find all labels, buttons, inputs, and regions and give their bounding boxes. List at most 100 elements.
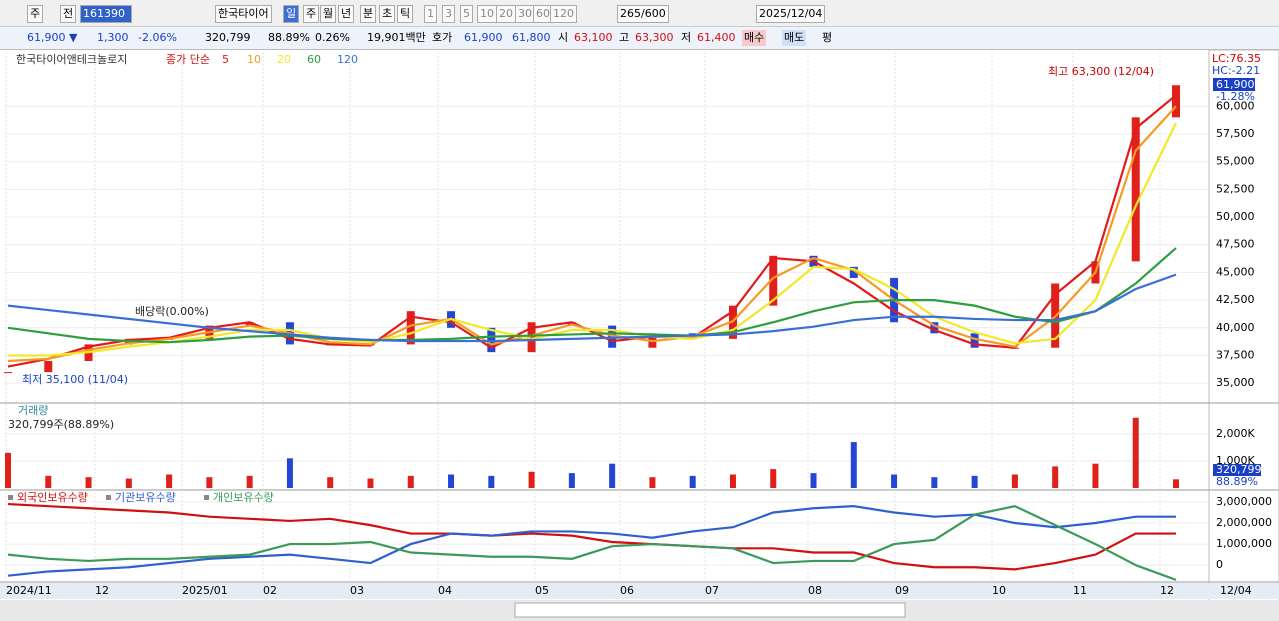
volume-bar (327, 477, 334, 488)
y-tick-label: 42,500 (1216, 293, 1255, 306)
toolbar-button[interactable]: 전 (60, 5, 77, 23)
toolbar-button[interactable]: 한국타이어 (215, 5, 272, 23)
toolbar-button[interactable]: 120 (550, 5, 577, 23)
series-line (7, 505, 1177, 581)
x-tick-label: 07 (705, 584, 719, 597)
volume-bar (85, 477, 92, 488)
toolbar-button[interactable]: 5 (460, 5, 473, 23)
toolbar-button[interactable]: 2025/12/04 (756, 5, 826, 23)
scroll-thumb[interactable] (514, 602, 906, 618)
y-tick-label: 2,000K (1216, 427, 1255, 440)
x-tick-label: 08 (808, 584, 822, 597)
annotation: 최고 63,300 (12/04) (1048, 65, 1154, 78)
volume-bar (1092, 463, 1099, 488)
annotation: 배당락(0.00%) (135, 305, 209, 318)
toolbar-button[interactable]: 월 (320, 5, 337, 23)
last-volume: 320,799 (1216, 463, 1262, 476)
volume-bar (971, 475, 978, 488)
x-tick-label: 11 (1073, 584, 1087, 597)
y-tick-label: 55,000 (1216, 155, 1255, 168)
y-tick-label: 40,000 (1216, 321, 1255, 334)
toolbar-button[interactable]: 년 (338, 5, 355, 23)
quote-field: 호가 (432, 31, 453, 44)
volume-bar (1052, 466, 1059, 488)
volume-bar (528, 471, 535, 488)
y-tick-label: 60,000 (1216, 99, 1255, 112)
x-last-label: 12/04 (1220, 584, 1252, 597)
quote-field: 63,300 (635, 31, 674, 44)
toolbar-button[interactable]: 161390 (80, 5, 132, 23)
toolbar-button[interactable]: 3 (442, 5, 455, 23)
quote-field: 19,901백만 (367, 31, 426, 44)
y-tick-label: 2,000,000 (1216, 516, 1272, 529)
toolbar-button[interactable]: 주 (27, 5, 44, 23)
candle (406, 311, 415, 345)
x-tick-label: 03 (350, 584, 364, 597)
quote-field[interactable]: 매수 (742, 30, 767, 46)
legend-entry: 120 (337, 53, 358, 66)
quote-field: 고 (619, 31, 630, 44)
volume-bar (1173, 479, 1179, 488)
series-line (7, 273, 1177, 343)
y-tick-label: 0 (1216, 558, 1223, 571)
volume-bar (729, 474, 736, 488)
toolbar-button[interactable]: 분 (360, 5, 377, 23)
toolbar-button[interactable]: 초 (379, 5, 396, 23)
quote-field: 61,900 ▼ (27, 31, 78, 44)
volume-bar (367, 478, 374, 488)
candle (527, 322, 536, 353)
x-tick-label: 05 (535, 584, 549, 597)
candle (44, 361, 53, 373)
volume-bar (407, 475, 414, 488)
x-tick-label: 12 (1160, 584, 1174, 597)
quote-field: 저 (681, 31, 692, 44)
legend-entry: 20 (277, 53, 291, 66)
x-tick-label: 12 (95, 584, 109, 597)
toolbar-button[interactable]: 주 (303, 5, 320, 23)
legend-entry: 5 (222, 53, 229, 66)
x-tick-label: 09 (895, 584, 909, 597)
toolbar-button[interactable]: 일 (283, 5, 300, 23)
last-price-box (1213, 78, 1255, 91)
volume-bar (246, 475, 253, 488)
axis-note: LC:76.35 (1212, 52, 1261, 65)
x-tick-label: 2025/01 (182, 584, 228, 597)
quote-bar: 61,900 ▼ 1,300 -2.06% 320,799 88.89% 0.26% 19,… (0, 26, 1279, 50)
toolbar: 주 전 161390 한국타이어 일 주 월 년 분 초 틱 1 3 5 10 20 30 60 120 265/60… (0, 2, 1279, 24)
toolbar-button[interactable]: 10 (477, 5, 497, 23)
y-tick-label: 3,000,000 (1216, 495, 1272, 508)
legend-title: 종가 단순 (166, 53, 210, 66)
toolbar-button[interactable]: 30 (515, 5, 535, 23)
series-line (7, 247, 1177, 344)
toolbar-button[interactable]: 265/600 (617, 5, 669, 23)
axis-bg (1208, 49, 1279, 603)
legend-entry: 외국인보유수량 (17, 491, 88, 504)
axis-note: HC:-2.21 (1212, 64, 1260, 77)
y-tick-label: 45,000 (1216, 265, 1255, 278)
candle (487, 327, 496, 353)
quote-field: 61,800 (512, 31, 551, 44)
toolbar-button[interactable]: 1 (424, 5, 437, 23)
volume-bar (1132, 417, 1139, 488)
candle (245, 322, 254, 326)
volume-bar (649, 477, 656, 488)
y-tick-label: 57,500 (1216, 127, 1255, 140)
x-tick-label: 04 (438, 584, 452, 597)
quote-field[interactable]: 매도 (782, 30, 807, 46)
quote-field: 320,799 (205, 31, 251, 44)
legend-entry: 기관보유수량 (115, 491, 176, 504)
volume-bar (1011, 474, 1018, 488)
y-tick-label: 47,500 (1216, 238, 1255, 251)
legend-entry: 개인보유수량 (213, 491, 274, 504)
y-tick-label: 35,000 (1216, 376, 1255, 389)
volume-bar (206, 477, 213, 488)
series-line (7, 505, 1176, 577)
volume-bar (850, 442, 857, 488)
legend-swatch (106, 495, 111, 500)
toolbar-button[interactable]: 틱 (397, 5, 414, 23)
x-axis-bg (0, 583, 1279, 599)
quote-field[interactable]: 평 (822, 31, 833, 44)
series-line (7, 94, 1177, 368)
volume-bar (810, 473, 817, 488)
